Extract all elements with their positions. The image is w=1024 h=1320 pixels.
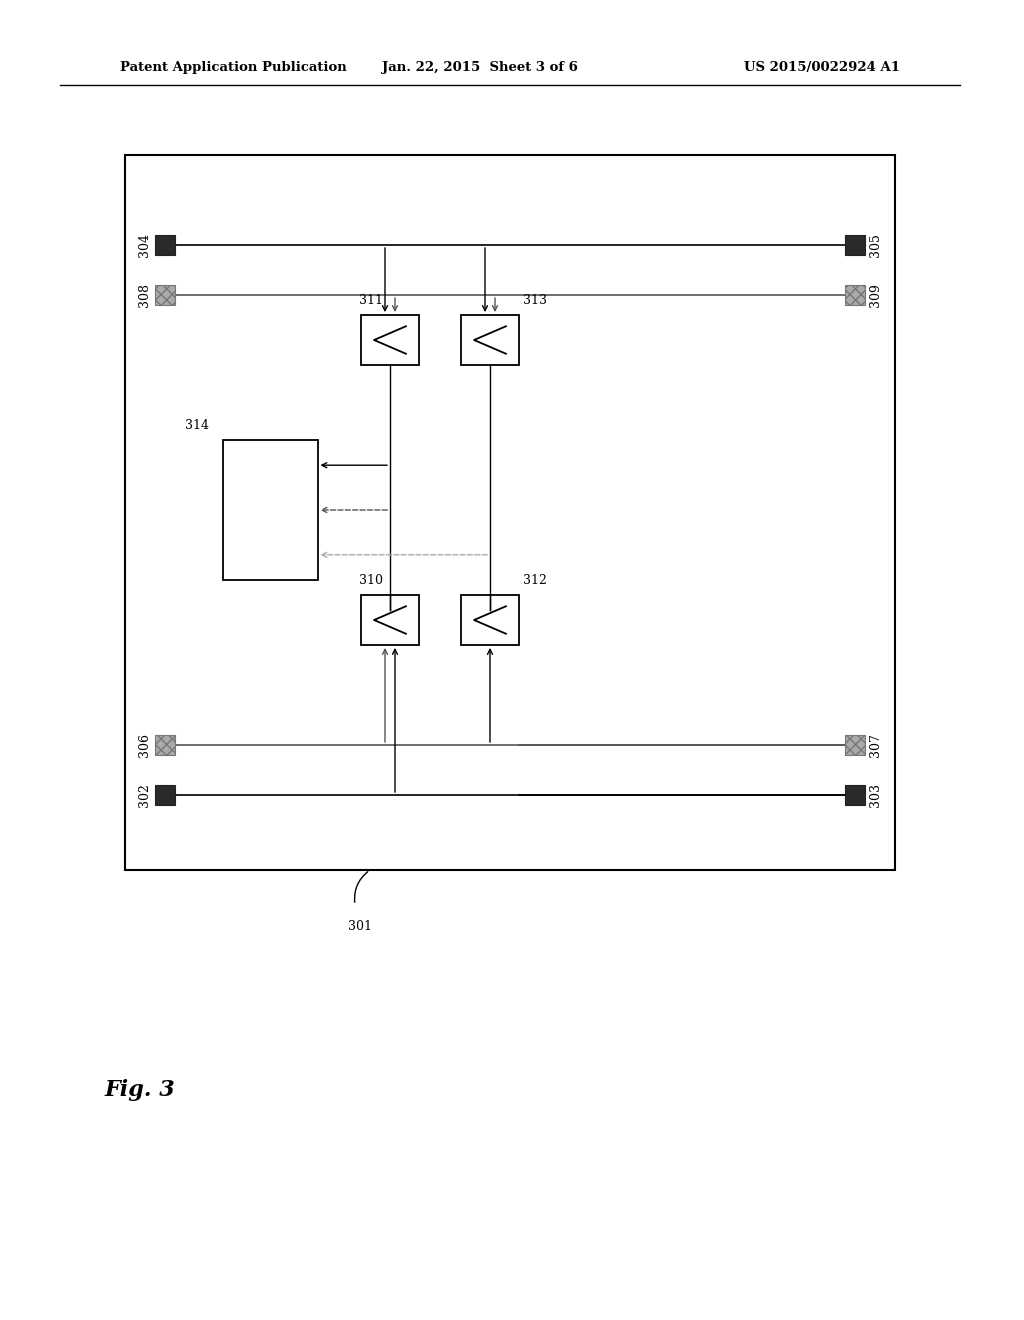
Bar [155,235,175,255]
Bar [845,785,865,805]
Text: 305: 305 [869,234,882,257]
Bar [461,595,519,645]
Text: 312: 312 [523,574,547,587]
Text: 306: 306 [138,733,151,756]
Text: 308: 308 [138,282,151,308]
Bar [845,235,865,255]
Bar [461,315,519,366]
Bar [155,785,175,805]
Text: Patent Application Publication: Patent Application Publication [120,62,347,74]
Text: 301: 301 [348,920,372,933]
Text: 307: 307 [869,733,882,756]
Text: 311: 311 [359,294,383,308]
Bar [222,440,317,579]
Bar [845,285,865,305]
Text: 309: 309 [869,282,882,308]
Text: US 2015/0022924 A1: US 2015/0022924 A1 [744,62,900,74]
Text: Jan. 22, 2015  Sheet 3 of 6: Jan. 22, 2015 Sheet 3 of 6 [382,62,578,74]
Text: Fig. 3: Fig. 3 [105,1078,176,1101]
Text: 313: 313 [523,294,547,308]
Text: 303: 303 [869,783,882,807]
Bar [361,595,419,645]
Text: 310: 310 [359,574,383,587]
Text: 314: 314 [184,418,209,432]
Text: 304: 304 [138,234,151,257]
Bar [125,154,895,870]
Bar [845,735,865,755]
Bar [155,735,175,755]
Text: 302: 302 [138,783,151,807]
Bar [361,315,419,366]
Bar [155,285,175,305]
